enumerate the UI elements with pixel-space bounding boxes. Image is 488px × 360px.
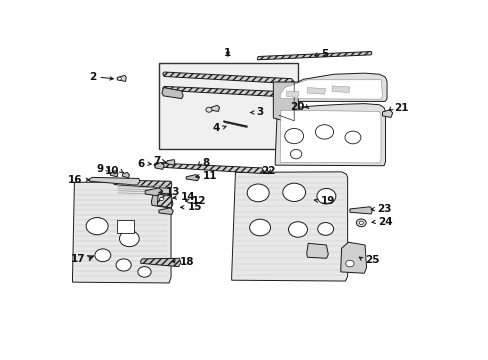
Ellipse shape [119, 231, 139, 247]
Text: 17: 17 [70, 254, 85, 264]
Polygon shape [163, 72, 293, 84]
Ellipse shape [345, 260, 353, 267]
Polygon shape [273, 82, 298, 123]
Text: 13: 13 [166, 187, 180, 197]
Ellipse shape [288, 222, 307, 237]
Polygon shape [166, 159, 175, 165]
Ellipse shape [316, 188, 335, 204]
Polygon shape [89, 177, 140, 185]
Text: 7: 7 [153, 156, 161, 166]
Ellipse shape [284, 129, 303, 144]
Text: 5: 5 [320, 49, 327, 59]
Ellipse shape [356, 219, 366, 227]
Polygon shape [286, 91, 299, 98]
Ellipse shape [117, 77, 121, 80]
Bar [117, 220, 134, 233]
Text: 14: 14 [180, 192, 195, 202]
Ellipse shape [282, 183, 305, 202]
Polygon shape [151, 192, 173, 208]
Ellipse shape [315, 125, 333, 139]
Text: 2: 2 [89, 72, 96, 82]
Polygon shape [141, 258, 181, 267]
Ellipse shape [247, 184, 268, 202]
Text: 3: 3 [256, 108, 263, 117]
Text: 23: 23 [377, 204, 391, 214]
Polygon shape [117, 75, 126, 81]
Text: 19: 19 [320, 195, 334, 206]
Ellipse shape [95, 249, 111, 262]
Polygon shape [159, 195, 169, 202]
Polygon shape [113, 180, 171, 188]
Ellipse shape [290, 149, 301, 159]
Text: 8: 8 [202, 158, 209, 168]
Polygon shape [159, 208, 173, 215]
Polygon shape [155, 162, 164, 169]
Polygon shape [280, 110, 380, 163]
Text: 12: 12 [191, 196, 206, 206]
Text: 20: 20 [290, 102, 304, 112]
Text: 9: 9 [97, 164, 104, 174]
Text: 22: 22 [261, 166, 276, 176]
Polygon shape [331, 86, 349, 93]
Ellipse shape [86, 217, 108, 235]
Polygon shape [340, 242, 366, 273]
Text: 16: 16 [67, 175, 82, 185]
Polygon shape [145, 188, 163, 196]
Polygon shape [231, 172, 347, 281]
Polygon shape [275, 104, 385, 166]
Ellipse shape [138, 267, 151, 277]
Text: 6: 6 [137, 158, 144, 168]
Text: 25: 25 [365, 255, 379, 265]
Text: 11: 11 [202, 171, 217, 181]
Polygon shape [110, 171, 118, 177]
Polygon shape [154, 163, 264, 174]
Polygon shape [186, 175, 199, 181]
Polygon shape [382, 110, 392, 117]
Ellipse shape [159, 197, 163, 201]
Polygon shape [122, 172, 129, 178]
Ellipse shape [317, 222, 333, 235]
Polygon shape [307, 87, 325, 94]
Ellipse shape [205, 107, 211, 112]
Text: 10: 10 [104, 166, 119, 176]
Polygon shape [280, 80, 382, 99]
Text: 24: 24 [378, 217, 392, 227]
Polygon shape [349, 207, 372, 214]
Polygon shape [306, 243, 327, 258]
Ellipse shape [344, 131, 360, 144]
Text: 1: 1 [224, 48, 231, 58]
Text: 4: 4 [212, 123, 220, 133]
Polygon shape [157, 194, 171, 208]
Ellipse shape [116, 259, 131, 271]
Ellipse shape [359, 221, 363, 225]
FancyBboxPatch shape [159, 63, 298, 149]
Ellipse shape [249, 219, 270, 236]
Text: 21: 21 [394, 103, 408, 113]
Polygon shape [72, 182, 171, 283]
Polygon shape [275, 73, 386, 102]
Text: 15: 15 [187, 202, 202, 212]
Text: 18: 18 [180, 257, 194, 267]
Polygon shape [163, 86, 293, 97]
Polygon shape [210, 105, 219, 111]
Polygon shape [257, 51, 371, 60]
Polygon shape [162, 87, 183, 99]
